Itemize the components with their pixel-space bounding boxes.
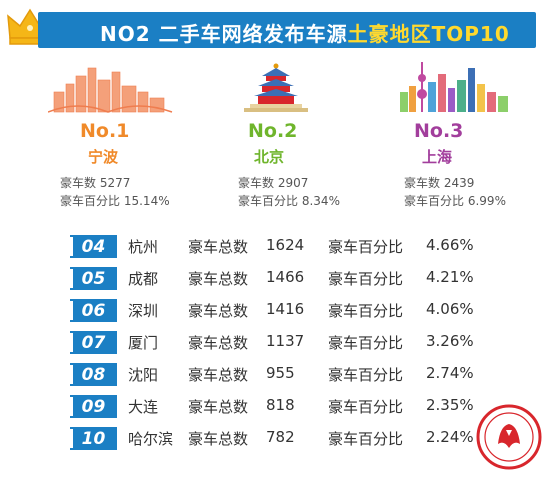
total-value: 818 bbox=[266, 396, 295, 414]
rank-label: No.1 bbox=[80, 120, 130, 142]
rank-badge: 09 bbox=[70, 395, 117, 418]
rank-badge: 10 bbox=[70, 427, 117, 450]
pct-stat: 豪车百分比 6.99% bbox=[404, 194, 506, 208]
pct-value: 4.21% bbox=[426, 268, 474, 286]
rank-label: No.2 bbox=[248, 120, 298, 142]
total-label: 豪车总数 bbox=[188, 302, 249, 320]
pct-label: 豪车百分比 bbox=[328, 366, 404, 384]
city-name: 杭州 bbox=[128, 238, 159, 256]
ranking-list: 04 杭州 豪车总数 1624 豪车百分比 4.66% 05 成都 豪车总数 1… bbox=[70, 232, 540, 456]
total-value: 782 bbox=[266, 428, 295, 446]
title-prefix: NO2 二手车网络发布车源 bbox=[100, 22, 348, 46]
city-name: 哈尔滨 bbox=[128, 430, 174, 448]
total-label: 豪车总数 bbox=[188, 366, 249, 384]
count-stat: 豪车数 2907 bbox=[238, 176, 309, 190]
pct-stat: 豪车百分比 15.14% bbox=[60, 194, 170, 208]
temple-of-heaven-icon bbox=[244, 63, 308, 112]
rank-badge: 08 bbox=[70, 363, 117, 386]
list-item: 05 成都 豪车总数 1466 豪车百分比 4.21% bbox=[70, 264, 540, 296]
city-name: 厦门 bbox=[128, 334, 159, 352]
list-item: 06 深圳 豪车总数 1416 豪车百分比 4.06% bbox=[70, 296, 540, 328]
rank-badge: 05 bbox=[70, 267, 117, 290]
list-item: 08 沈阳 豪车总数 955 豪车百分比 2.74% bbox=[70, 360, 540, 392]
total-value: 955 bbox=[266, 364, 295, 382]
pct-value: 4.06% bbox=[426, 300, 474, 318]
city-name: 沈阳 bbox=[128, 366, 159, 384]
pct-label: 豪车百分比 bbox=[328, 430, 404, 448]
city-name: 宁波 bbox=[88, 148, 119, 166]
title-banner: NO2 二手车网络发布车源土豪地区TOP10 bbox=[38, 12, 536, 48]
list-item: 09 大连 豪车总数 818 豪车百分比 2.35% bbox=[70, 392, 540, 424]
rank-badge: 06 bbox=[70, 299, 117, 322]
pct-label: 豪车百分比 bbox=[328, 270, 404, 288]
city-name: 成都 bbox=[128, 270, 159, 288]
rank-badge: 07 bbox=[70, 331, 117, 354]
count-stat: 豪车数 2439 bbox=[404, 176, 475, 190]
city-name: 上海 bbox=[422, 148, 453, 166]
total-label: 豪车总数 bbox=[188, 334, 249, 352]
pct-value: 2.74% bbox=[426, 364, 474, 382]
seal-logo bbox=[476, 404, 542, 470]
city-name: 北京 bbox=[254, 148, 285, 166]
pct-stat: 豪车百分比 8.34% bbox=[238, 194, 340, 208]
total-value: 1624 bbox=[266, 236, 305, 254]
page-title: NO2 二手车网络发布车源土豪地区TOP10 bbox=[100, 18, 510, 47]
ningbo-skyline-icon bbox=[48, 67, 173, 113]
pct-value: 3.26% bbox=[426, 332, 474, 350]
total-value: 1137 bbox=[266, 332, 305, 350]
city-name: 深圳 bbox=[128, 302, 159, 320]
total-value: 1466 bbox=[266, 268, 305, 286]
total-label: 豪车总数 bbox=[188, 430, 249, 448]
rank-card-3: No.3 上海 豪车数 2439 豪车百分比 6.99% bbox=[400, 62, 550, 217]
rank-label: No.3 bbox=[414, 120, 464, 142]
title-highlight: 土豪地区TOP10 bbox=[347, 22, 510, 46]
pct-label: 豪车百分比 bbox=[328, 302, 404, 320]
total-label: 豪车总数 bbox=[188, 270, 249, 288]
shanghai-skyline-icon bbox=[400, 62, 508, 112]
pct-label: 豪车百分比 bbox=[328, 334, 404, 352]
pct-value: 2.24% bbox=[426, 428, 474, 446]
total-label: 豪车总数 bbox=[188, 238, 249, 256]
list-item: 10 哈尔滨 豪车总数 782 豪车百分比 2.24% bbox=[70, 424, 540, 456]
rank-badge: 04 bbox=[70, 235, 117, 258]
list-item: 04 杭州 豪车总数 1624 豪车百分比 4.66% bbox=[70, 232, 540, 264]
city-name: 大连 bbox=[128, 398, 159, 416]
pct-value: 2.35% bbox=[426, 396, 474, 414]
rank-card-1: No.1 宁波 豪车数 5277 豪车百分比 15.14% bbox=[48, 62, 210, 217]
rank-card-2: No.2 北京 豪车数 2907 豪车百分比 8.34% bbox=[232, 62, 382, 217]
count-stat: 豪车数 5277 bbox=[60, 176, 131, 190]
pct-label: 豪车百分比 bbox=[328, 238, 404, 256]
pct-value: 4.66% bbox=[426, 236, 474, 254]
total-value: 1416 bbox=[266, 300, 305, 318]
pct-label: 豪车百分比 bbox=[328, 398, 404, 416]
list-item: 07 厦门 豪车总数 1137 豪车百分比 3.26% bbox=[70, 328, 540, 360]
total-label: 豪车总数 bbox=[188, 398, 249, 416]
